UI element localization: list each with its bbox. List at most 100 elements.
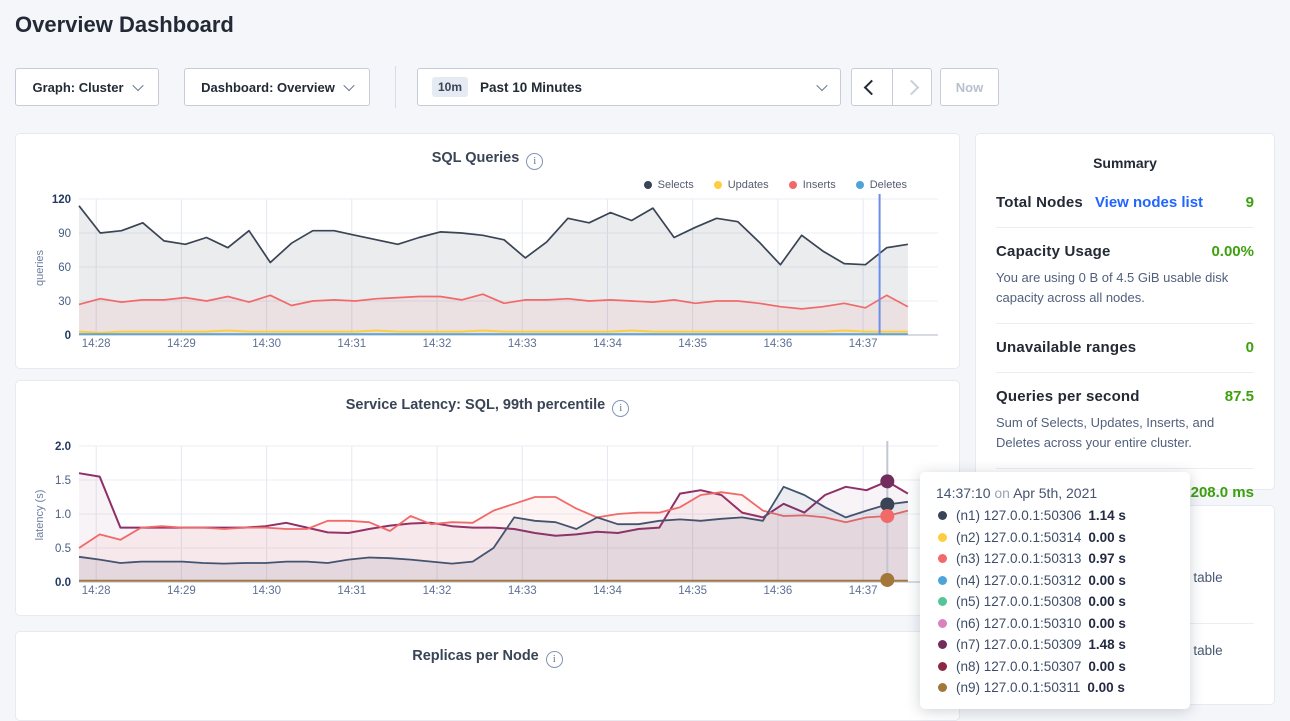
tooltip-row: (n9) 127.0.0.1:50311 0.00 s (936, 677, 1174, 699)
summary-value: 9 (1245, 194, 1254, 211)
svg-text:0: 0 (65, 330, 71, 342)
summary-row-capacity-usage: Capacity Usage 0.00% You are using 0 B o… (996, 228, 1254, 324)
chevron-left-icon (863, 79, 880, 95)
info-icon[interactable]: i (612, 400, 630, 417)
page-title: Overview Dashboard (15, 12, 234, 37)
summary-value: 1208.0 ms (1182, 484, 1254, 501)
tooltip-node-value: 0.00 s (1088, 658, 1126, 674)
svg-text:14:28: 14:28 (82, 585, 111, 597)
service-latency-chart[interactable]: 14:28 14:29 14:30 14:31 14:32 14:33 14:34 14:35… (28, 436, 948, 606)
tooltip-node-label: (n7) 127.0.0.1:50309 (956, 637, 1082, 653)
chart-legend: Selects Updates Inserts Deletes (643, 179, 907, 191)
svg-text:14:32: 14:32 (423, 585, 452, 597)
svg-text:14:28: 14:28 (82, 338, 111, 350)
summary-value: 87.5 (1224, 388, 1254, 405)
svg-text:14:35: 14:35 (678, 338, 707, 350)
node-series-dot-icon (938, 575, 947, 585)
toolbar-divider (395, 66, 396, 108)
svg-text:0.5: 0.5 (55, 543, 71, 555)
tooltip-node-value: 0.00 s (1088, 572, 1126, 588)
tooltip-node-label: (n5) 127.0.0.1:50308 (956, 594, 1082, 610)
next-range-button[interactable] (891, 69, 932, 105)
legend-label: Selects (657, 179, 694, 191)
graph-dropdown[interactable]: Graph: Cluster (15, 68, 159, 106)
sql-queries-chart[interactable]: 14:28 14:29 14:30 14:31 14:32 14:33 14:34 14:35… (28, 189, 948, 359)
svg-text:14:29: 14:29 (167, 338, 196, 350)
tooltip-row: (n1) 127.0.0.1:50306 1.14 s (936, 505, 1174, 527)
svg-text:2.0: 2.0 (55, 441, 71, 453)
summary-label: Unavailable ranges (996, 339, 1137, 356)
svg-text:14:37: 14:37 (849, 338, 878, 350)
prev-range-button[interactable] (852, 69, 892, 105)
tooltip-row: (n4) 127.0.0.1:50312 0.00 s (936, 570, 1174, 592)
time-range-badge: 10m (432, 77, 469, 97)
now-button[interactable]: Now (940, 68, 999, 106)
tooltip-row: (n6) 127.0.0.1:50310 0.00 s (936, 613, 1174, 635)
svg-text:14:35: 14:35 (678, 585, 707, 597)
summary-subtext: You are using 0 B of 4.5 GiB usable disk… (996, 270, 1229, 305)
chevron-down-icon (343, 79, 355, 92)
tooltip-node-value: 0.97 s (1088, 551, 1126, 567)
time-range-nav (851, 68, 932, 106)
svg-text:1.0: 1.0 (55, 509, 71, 521)
svg-text:14:32: 14:32 (423, 338, 452, 350)
time-range-dropdown[interactable]: 10m Past 10 Minutes (417, 68, 841, 106)
legend-label: Inserts (802, 179, 836, 191)
legend-dot-icon (788, 181, 797, 189)
chart-hover-tooltip: 14:37:10 on Apr 5th, 2021 (n1) 127.0.0.1… (920, 472, 1190, 709)
chevron-down-icon (816, 79, 828, 92)
legend-item-inserts[interactable]: Inserts (788, 179, 836, 191)
svg-text:14:29: 14:29 (167, 585, 196, 597)
chevron-right-icon (903, 79, 920, 95)
service-latency-card: Service Latency: SQL, 99th percentile i l… (15, 380, 960, 616)
chevron-down-icon (131, 79, 144, 92)
svg-text:1.5: 1.5 (55, 475, 71, 487)
node-series-dot-icon (938, 511, 947, 521)
summary-value: 0.00% (1211, 243, 1254, 260)
summary-heading: Summary (1093, 155, 1157, 171)
view-nodes-list-link[interactable]: View nodes list (1094, 194, 1204, 211)
svg-text:14:31: 14:31 (337, 585, 366, 597)
info-icon[interactable]: i (545, 651, 563, 668)
svg-text:14:30: 14:30 (252, 338, 281, 350)
tooltip-node-value: 0.00 s (1088, 529, 1126, 545)
tooltip-node-value: 1.48 s (1088, 637, 1126, 653)
svg-text:14:31: 14:31 (337, 338, 366, 350)
legend-item-deletes[interactable]: Deletes (855, 179, 907, 191)
chart-title: SQL Queries i (16, 150, 959, 170)
info-icon[interactable]: i (526, 153, 544, 170)
chart-title: Replicas per Node i (16, 648, 959, 668)
svg-text:14:36: 14:36 (763, 585, 792, 597)
node-series-dot-icon (938, 554, 947, 564)
node-series-dot-icon (938, 532, 947, 542)
tooltip-node-label: (n4) 127.0.0.1:50312 (956, 572, 1082, 588)
svg-text:30: 30 (58, 296, 71, 308)
tooltip-node-label: (n6) 127.0.0.1:50310 (956, 615, 1082, 631)
node-series-dot-icon (938, 640, 947, 650)
tooltip-row: (n5) 127.0.0.1:50308 0.00 s (936, 591, 1174, 613)
summary-label: Total Nodes (996, 194, 1083, 211)
tooltip-node-value: 0.00 s (1087, 680, 1125, 696)
tooltip-row: (n2) 127.0.0.1:50314 0.00 s (936, 527, 1174, 549)
tooltip-node-value: 1.14 s (1088, 508, 1126, 524)
legend-label: Updates (727, 179, 769, 191)
dashboard-dropdown[interactable]: Dashboard: Overview (184, 68, 370, 106)
summary-panel: Summary Total Nodes View nodes list 9 Ca… (975, 133, 1275, 501)
legend-item-updates[interactable]: Updates (713, 179, 769, 191)
replicas-per-node-card: Replicas per Node i (15, 631, 960, 721)
legend-dot-icon (713, 181, 722, 189)
tooltip-timestamp: 14:37:10 on Apr 5th, 2021 (936, 485, 1098, 501)
svg-text:14:36: 14:36 (763, 338, 792, 350)
tooltip-node-label: (n1) 127.0.0.1:50306 (956, 508, 1082, 524)
summary-row-queries-per-second: Queries per second 87.5 Sum of Selects, … (996, 373, 1254, 469)
summary-label: Capacity Usage (996, 243, 1111, 260)
tooltip-row: (n8) 127.0.0.1:50307 0.00 s (936, 656, 1174, 678)
svg-text:90: 90 (58, 228, 71, 240)
summary-subtext: Sum of Selects, Updates, Inserts, and De… (996, 415, 1215, 450)
legend-item-selects[interactable]: Selects (643, 179, 694, 191)
tooltip-row: (n7) 127.0.0.1:50309 1.48 s (936, 634, 1174, 656)
graph-dropdown-label: Graph: Cluster (32, 79, 124, 95)
svg-text:14:37: 14:37 (849, 585, 878, 597)
node-series-dot-icon (938, 661, 947, 671)
node-series-dot-icon (938, 618, 947, 628)
